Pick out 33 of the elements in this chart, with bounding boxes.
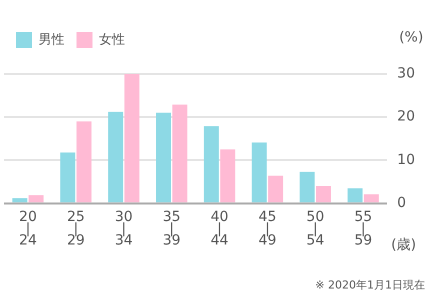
text: ※ 2020年1月1日現在 — [315, 278, 425, 292]
x-axis-title: (歳) — [391, 236, 416, 253]
bar — [124, 74, 140, 202]
bar — [108, 112, 124, 202]
bar — [268, 176, 284, 202]
x-tick-label: 35 | 39 — [162, 208, 181, 249]
bar — [316, 186, 331, 202]
bar — [60, 152, 76, 202]
bar — [300, 172, 315, 202]
bar — [76, 121, 92, 202]
x-tick-label: 50 | 54 — [306, 208, 324, 249]
x-tick-label: 30 | 34 — [114, 208, 133, 249]
bar — [204, 126, 219, 202]
x-tick-label: 20 | 24 — [19, 208, 37, 249]
bar — [348, 188, 363, 202]
x-tick-label: 40 | 44 — [210, 208, 229, 249]
bar — [12, 198, 28, 202]
y-tick-label: 0 — [397, 194, 406, 211]
y-tick-label: 10 — [397, 152, 416, 168]
x-tick-label: 45 | 49 — [258, 208, 276, 249]
bar — [252, 142, 267, 202]
bar — [172, 104, 188, 202]
legend-label: 男性 — [38, 32, 64, 48]
bar — [220, 149, 236, 202]
x-tick-label: 25 | 29 — [66, 208, 85, 249]
bar — [364, 194, 379, 202]
y-tick-label: 20 — [397, 108, 416, 125]
bar — [156, 112, 171, 202]
legend-label: 女性 — [99, 32, 125, 48]
y-tick-label: 30 — [397, 66, 416, 82]
y-axis-title: (%) — [399, 30, 424, 46]
bar — [28, 195, 44, 202]
x-tick-label: 55 | 59 — [354, 208, 372, 249]
